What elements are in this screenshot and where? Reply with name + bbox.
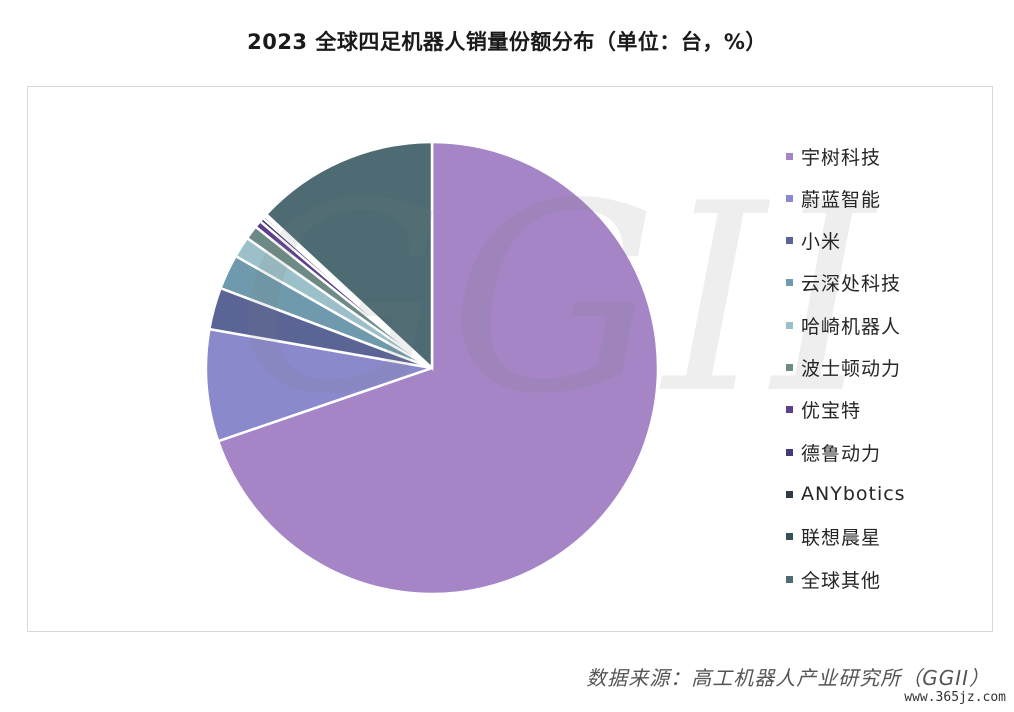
legend-item: 优宝特 (786, 397, 861, 423)
legend-item: 小米 (786, 228, 841, 254)
legend-swatch (786, 406, 793, 414)
legend-item: ANYbotics (786, 481, 906, 507)
legend-label: 优宝特 (801, 400, 862, 423)
pie-slice-10 (264, 140, 434, 371)
legend-swatch (786, 279, 793, 287)
legend-item: 宇树科技 (786, 143, 881, 169)
legend-label: 蔚蓝智能 (801, 188, 882, 211)
legend-swatch (786, 194, 793, 202)
legend-label: 宇树科技 (801, 146, 882, 169)
legend-item: 联想晨星 (786, 524, 881, 550)
legend-item: 哈崎机器人 (786, 312, 901, 338)
legend-swatch (786, 490, 793, 498)
legend-item: 蔚蓝智能 (786, 185, 881, 211)
legend-label: 云深处科技 (801, 273, 902, 296)
legend-label: 小米 (801, 231, 842, 254)
legend-item: 波士顿动力 (786, 355, 901, 381)
legend-swatch (786, 364, 793, 371)
legend-label: ANYbotics (801, 483, 906, 506)
chart-title: 2023 全球四足机器人销量份额分布（单位：台，%） (247, 30, 767, 54)
pie-slice-1 (204, 327, 433, 443)
legend-swatch (786, 237, 793, 245)
legend-item: 云深处科技 (786, 270, 901, 296)
legend-item: 德鲁动力 (786, 439, 881, 465)
legend-label: 全球其他 (801, 569, 882, 592)
legend-label: 联想晨星 (801, 527, 882, 550)
legend-label: 德鲁动力 (801, 442, 882, 465)
source-note: 数据来源：高工机器人产业研究所（GGII） (586, 666, 990, 690)
legend-label: 波士顿动力 (801, 358, 902, 380)
legend-swatch (786, 321, 793, 329)
legend-item: 全球其他 (786, 566, 881, 592)
legend-swatch (786, 448, 793, 456)
pie-slice-0 (216, 140, 660, 596)
legend-swatch (786, 533, 793, 541)
legend-swatch (786, 152, 793, 160)
legend-label: 哈崎机器人 (801, 315, 902, 338)
site-watermark: www.365jz.com (904, 690, 1006, 705)
legend-swatch (786, 575, 793, 583)
